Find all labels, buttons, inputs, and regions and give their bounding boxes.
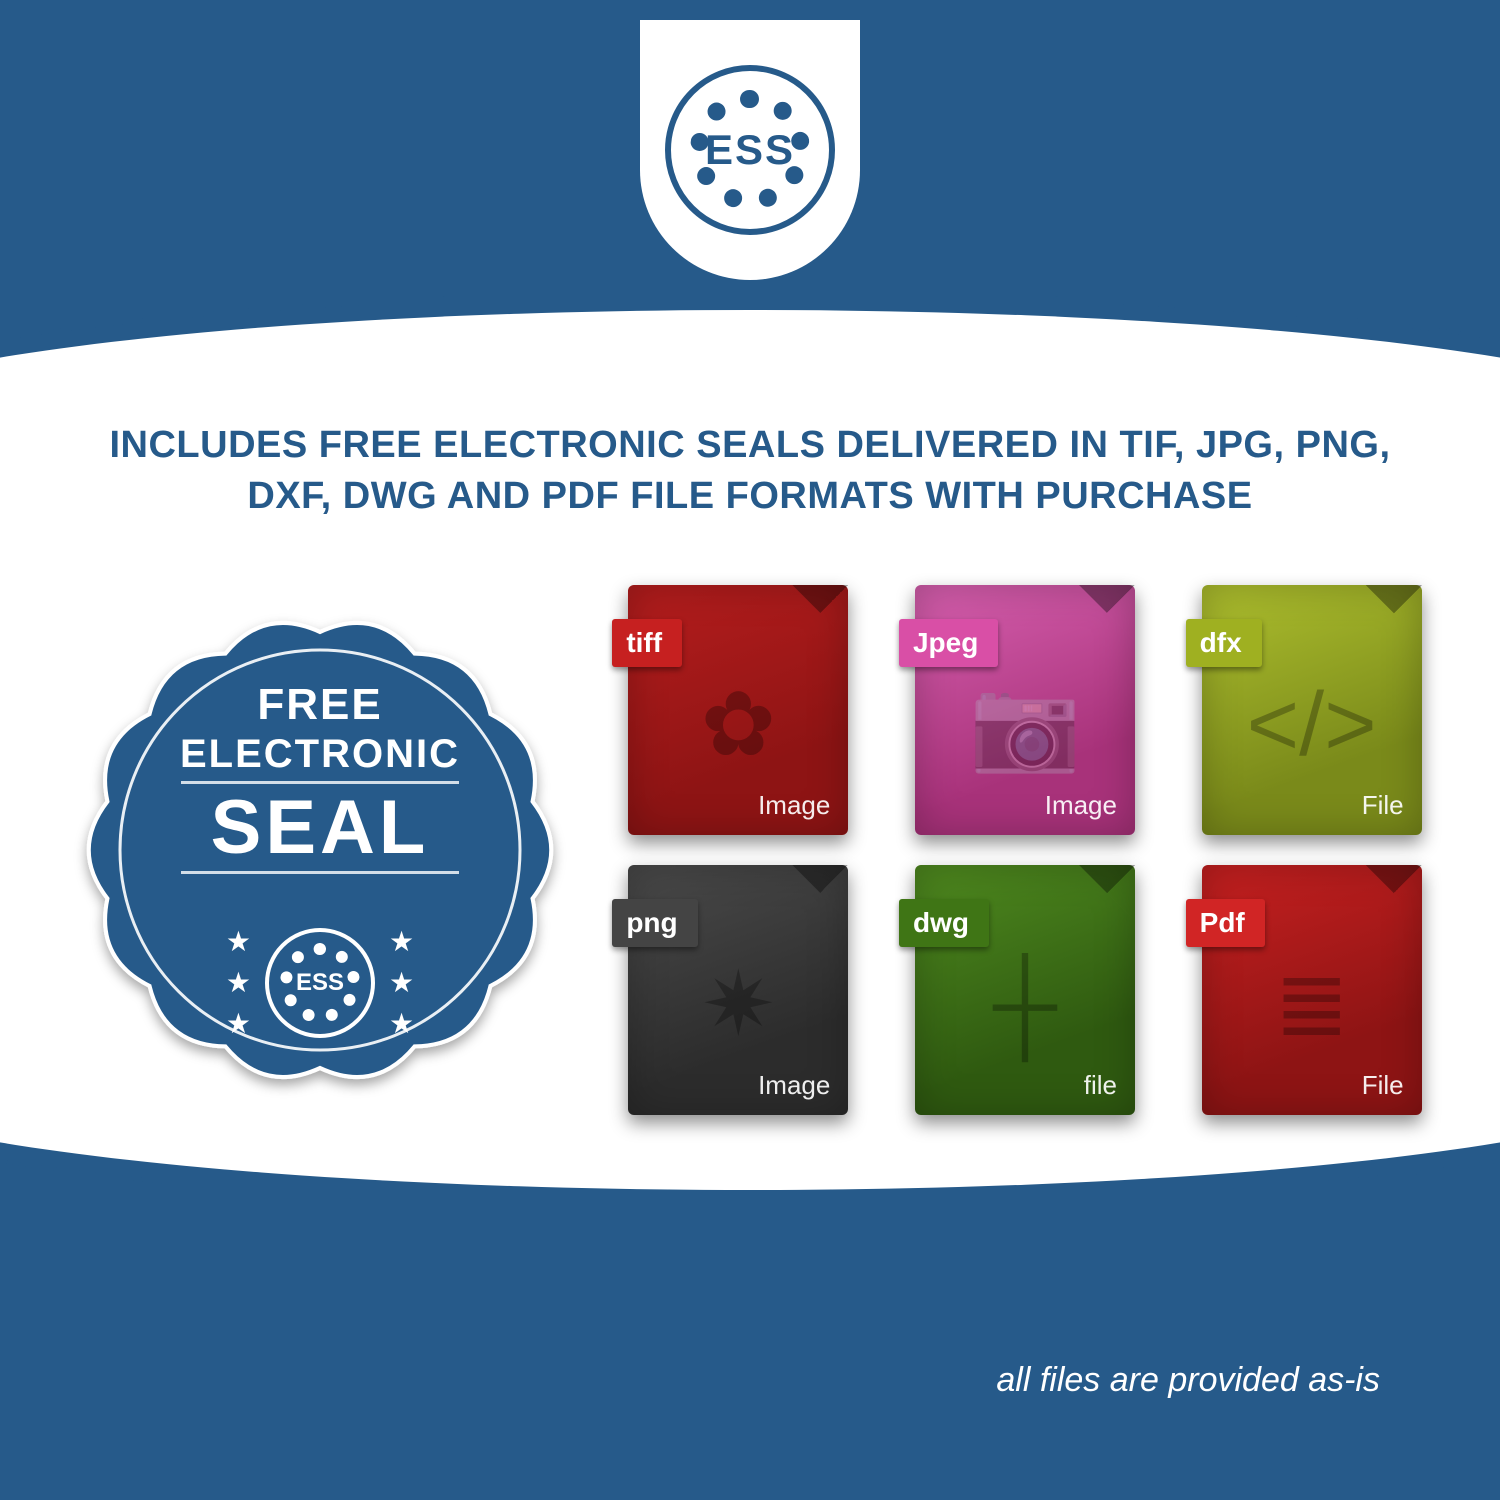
seal-text-block: FREE ELECTRONIC SEAL [60, 680, 580, 874]
file-format-tag: Jpeg [899, 619, 998, 667]
star-icon: ★ [226, 925, 251, 958]
file-fold-icon [1079, 585, 1135, 641]
seal-line2: ELECTRONIC [60, 732, 580, 777]
seal-line3: SEAL [181, 781, 460, 874]
seal-stars-right: ★ ★ ★ [389, 925, 414, 1040]
file-glyph-icon: 📷 [915, 680, 1135, 770]
seal-gear-outer: ESS [265, 928, 375, 1038]
seal-gear-text: ESS [296, 969, 344, 997]
seal-line1: FREE [60, 680, 580, 730]
file-type-label: Image [1045, 790, 1117, 821]
footer-note: all files are provided as-is [996, 1361, 1380, 1400]
star-icon: ★ [389, 925, 414, 958]
file-format-tag: Pdf [1186, 899, 1265, 947]
file-format-tag: tiff [612, 619, 682, 667]
infographic-canvas: ESS INCLUDES FREE ELECTRONIC SEALS DELIV… [0, 0, 1500, 1500]
file-glyph-icon: ✿ [628, 680, 848, 770]
file-fold-icon [792, 585, 848, 641]
file-icon-grid: tiff ✿ Image Jpeg 📷 Image dfx </> File png ✷ Image d… [610, 590, 1440, 1110]
star-icon: ★ [226, 966, 251, 999]
star-icon: ★ [389, 966, 414, 999]
file-fold-icon [1079, 865, 1135, 921]
seal-gear-icon: ESS [280, 943, 360, 1023]
star-icon: ★ [226, 1007, 251, 1040]
file-glyph-icon: </> [1202, 680, 1422, 770]
file-icon-jpeg: Jpeg📷Image [915, 585, 1135, 835]
file-fold-icon [1366, 865, 1422, 921]
file-glyph-icon: ✷ [628, 960, 848, 1050]
file-type-label: File [1362, 1070, 1404, 1101]
file-fold-icon [792, 865, 848, 921]
seal-stars-left: ★ ★ ★ [226, 925, 251, 1040]
file-icon-tiff: tiff✿Image [628, 585, 848, 835]
file-type-label: Image [758, 790, 830, 821]
file-icon-dfx: dfx</>File [1202, 585, 1422, 835]
logo-text: ESS [705, 126, 795, 174]
file-format-tag: dfx [1186, 619, 1262, 667]
free-electronic-seal-badge: FREE ELECTRONIC SEAL ★ ★ ★ ESS ★ ★ [60, 590, 580, 1110]
file-glyph-icon: ┼ [915, 960, 1135, 1050]
star-icon: ★ [389, 1007, 414, 1040]
logo-gear-outer: ESS [665, 65, 835, 235]
logo-badge: ESS [640, 20, 860, 280]
file-type-label: file [1084, 1070, 1117, 1101]
headline-text: INCLUDES FREE ELECTRONIC SEALS DELIVERED… [80, 420, 1420, 523]
file-format-tag: png [612, 899, 697, 947]
logo-gear-icon: ESS [690, 90, 810, 210]
content-row: FREE ELECTRONIC SEAL ★ ★ ★ ESS ★ ★ [60, 570, 1440, 1130]
file-type-label: File [1362, 790, 1404, 821]
file-icon-png: png✷Image [628, 865, 848, 1115]
file-type-label: Image [758, 1070, 830, 1101]
file-format-tag: dwg [899, 899, 989, 947]
seal-lower-row: ★ ★ ★ ESS ★ ★ ★ [60, 925, 580, 1040]
file-glyph-icon: ≣ [1202, 960, 1422, 1050]
file-icon-pdf: Pdf≣File [1202, 865, 1422, 1115]
file-icon-dwg: dwg┼file [915, 865, 1135, 1115]
file-fold-icon [1366, 585, 1422, 641]
